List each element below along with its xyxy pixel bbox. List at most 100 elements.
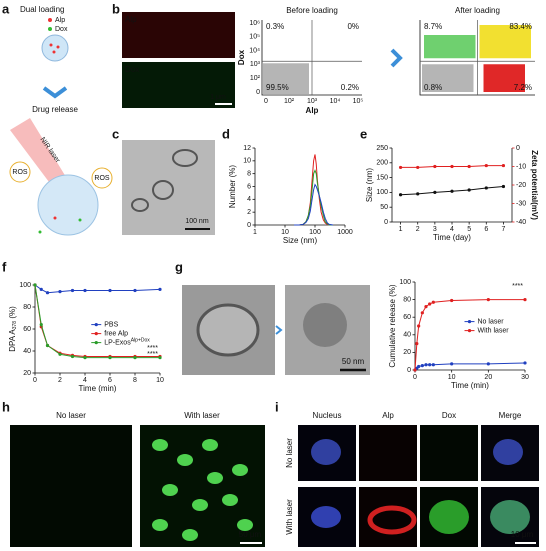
data-point [420, 364, 424, 368]
chevron [390, 48, 403, 68]
data-point [398, 193, 403, 197]
quadrant-label: 0.2% [341, 83, 359, 92]
data-point [428, 302, 432, 306]
significance: **** [147, 351, 158, 358]
legend-label: LP-ExosAlp+Dox [104, 338, 150, 347]
x-tick-label: 7 [501, 226, 505, 233]
data-point [431, 300, 435, 304]
legend-marker [94, 341, 98, 345]
column-label: Merge [499, 411, 522, 420]
cell-image [10, 425, 132, 547]
row-label: With laser [285, 499, 294, 535]
quadrant-label: 0.8% [424, 83, 442, 92]
vesicle [303, 303, 347, 347]
drug-dot [78, 218, 82, 222]
panel-label: d [222, 126, 230, 141]
data-point [433, 164, 437, 169]
data-point [523, 298, 527, 302]
data-point [133, 288, 137, 293]
data-point [158, 356, 162, 360]
data-point [424, 305, 428, 309]
y-tick-label: 0 [247, 222, 251, 229]
data-point [39, 323, 43, 327]
data-point [108, 288, 112, 293]
x-tick-label: 10² [284, 98, 295, 105]
x-tick-label: 30 [521, 374, 529, 381]
column-label: No laser [56, 411, 86, 420]
data-point [486, 362, 490, 366]
plot-title: After loading [455, 6, 500, 15]
panel-label: f [2, 259, 7, 274]
x-tick-label: 1 [399, 226, 403, 233]
x-axis-label: Size (nm) [283, 236, 318, 245]
y-axis-label-tail: (%) [8, 306, 17, 321]
y-tick-label: 0 [384, 219, 388, 226]
ros-ring [91, 167, 113, 189]
y-axis-label: Dox [237, 49, 246, 65]
data-point [484, 163, 488, 168]
legend-label-sup: Alp+Dox [131, 338, 151, 344]
legend-label-text: free Alp [104, 330, 128, 337]
data-point [83, 288, 87, 293]
data-point [398, 165, 403, 170]
x-tick-label: 0 [33, 377, 37, 384]
data-point [70, 288, 75, 293]
axis [391, 148, 513, 223]
legend-label: Dox [55, 26, 68, 33]
y2-tick-label: -30 [516, 200, 526, 207]
y-tick-label: 0 [407, 367, 411, 374]
panel-label: i [275, 399, 279, 414]
vesicle [196, 303, 260, 357]
legend-label-text: No laser [478, 318, 505, 325]
y-tick-label: 6 [247, 183, 251, 190]
y-axis-label: DPA A378 (%) [8, 306, 18, 352]
data-point [133, 356, 137, 360]
series-line [414, 362, 526, 371]
axis [414, 282, 525, 371]
ros-label: ROS [12, 169, 28, 176]
drug-dot [49, 43, 53, 47]
quadrant-label: 83.4% [509, 22, 532, 31]
y-tick-label: 10² [250, 75, 261, 82]
series-line [34, 284, 160, 359]
panel-label: e [360, 126, 367, 141]
chevron [275, 325, 283, 335]
scatter-cloud [479, 25, 531, 59]
quadrant-label: 8.7% [424, 22, 442, 31]
y-axis-label-sub: 378 [12, 321, 18, 330]
y-tick-label: 10⁴ [249, 47, 260, 54]
x-tick-label: 1 [253, 229, 257, 236]
panel-title: Drug release [32, 105, 78, 114]
legend-label-text: PBS [104, 321, 118, 328]
channel-label: Alp [125, 15, 137, 24]
x-tick-label: 8 [133, 377, 137, 384]
data-point [467, 188, 471, 192]
y-axis-label: Cumulative release (%) [388, 284, 397, 367]
series-line [34, 284, 161, 294]
data-point [58, 352, 62, 356]
x-tick-label: 100 [309, 229, 321, 236]
drug-dot [38, 230, 42, 234]
data-point [158, 287, 162, 291]
data-point [428, 363, 432, 367]
x-tick-label: 10⁴ [330, 98, 341, 105]
series-line [294, 183, 334, 226]
x-tick-label: 6 [484, 226, 488, 233]
scatter-cloud [424, 35, 476, 59]
data-point [416, 192, 420, 196]
y-tick-label: 2 [247, 209, 251, 216]
data-point [523, 361, 527, 365]
y-axis-label-text: Cumulative release (%) [388, 284, 397, 367]
alp-image [122, 12, 235, 58]
y-tick-label: 80 [403, 296, 411, 303]
y-tick-label: 60 [23, 326, 31, 333]
dox-image [122, 62, 235, 108]
series-line [414, 299, 525, 371]
x-tick-label: 5 [467, 226, 471, 233]
y-tick-label: 20 [403, 349, 411, 356]
x-tick-label: 10 [156, 377, 164, 384]
y-tick-label: 200 [376, 160, 388, 167]
panel-label: b [112, 1, 120, 16]
